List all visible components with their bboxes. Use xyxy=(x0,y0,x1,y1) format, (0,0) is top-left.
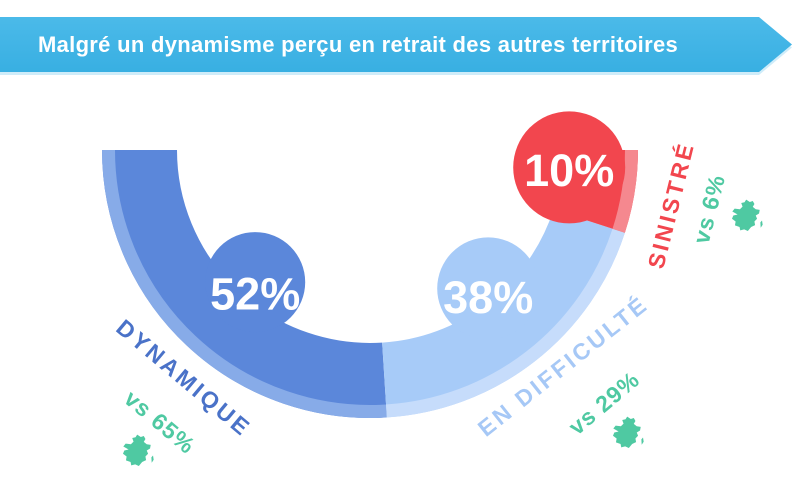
value-label-en-difficulte: 38% xyxy=(443,272,533,323)
value-label-sinistre: 10% xyxy=(524,145,614,196)
value-bubble-sinistre xyxy=(513,111,626,224)
segment-rim-dynamique xyxy=(102,149,387,418)
header-banner: Malgré un dynamisme perçu en retrait des… xyxy=(0,17,792,72)
france-map-icon-en-difficulte xyxy=(612,416,644,449)
france-map-icon-dynamique xyxy=(122,434,154,467)
value-bubble-dynamique xyxy=(205,232,306,333)
france-map-icon-sinistre xyxy=(731,199,763,232)
header-title: Malgré un dynamisme perçu en retrait des… xyxy=(38,31,679,57)
header-banner-shape: Malgré un dynamisme perçu en retrait des… xyxy=(0,17,792,72)
comparison-label-sinistre: vs 6% xyxy=(688,172,730,246)
value-bubble-en-difficulte xyxy=(437,237,540,340)
value-label-dynamique: 52% xyxy=(210,269,300,320)
segment-rim-sinistre xyxy=(612,149,638,233)
segment-name-label-sinistre: SINISTRÉ xyxy=(642,139,700,272)
segment-rim-en-difficulte xyxy=(385,228,625,418)
segment-arc-dynamique xyxy=(102,149,387,418)
